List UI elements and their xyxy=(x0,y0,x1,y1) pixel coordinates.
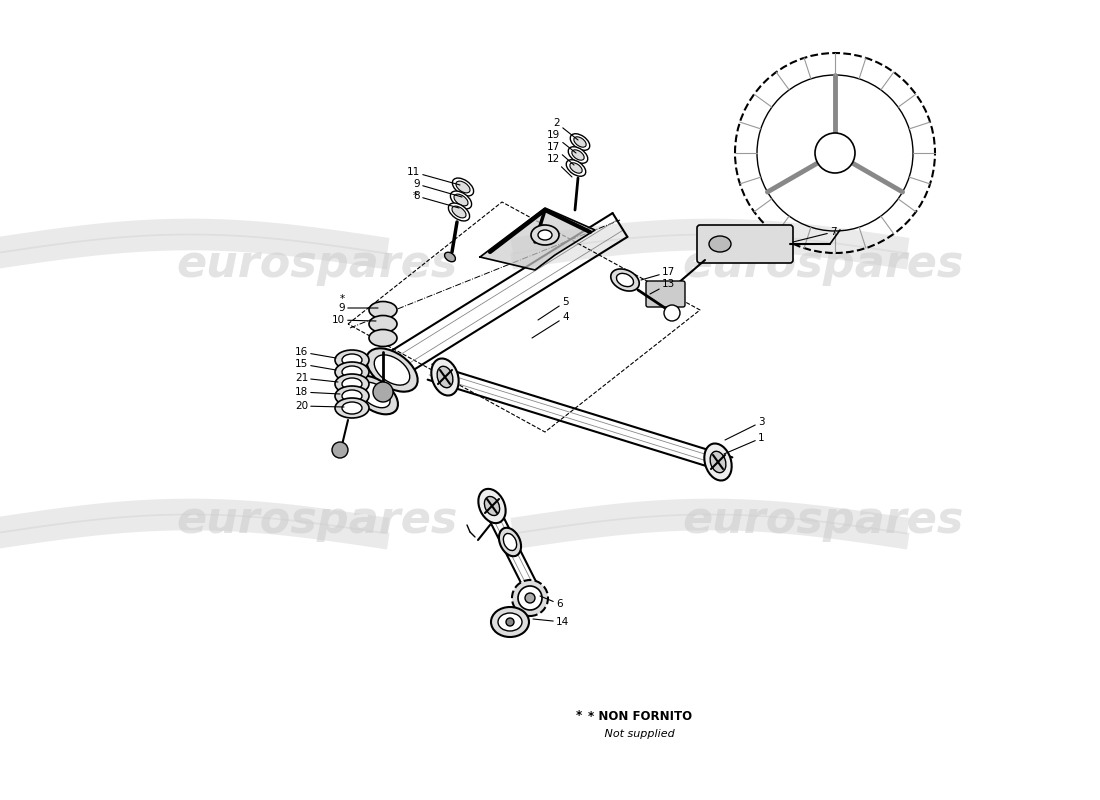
Ellipse shape xyxy=(512,580,548,616)
Ellipse shape xyxy=(336,350,368,370)
Ellipse shape xyxy=(569,146,587,163)
Ellipse shape xyxy=(444,252,455,262)
Ellipse shape xyxy=(336,386,368,406)
Text: eurospares: eurospares xyxy=(682,498,964,542)
Ellipse shape xyxy=(570,163,582,173)
Ellipse shape xyxy=(525,593,535,603)
Text: 12: 12 xyxy=(547,154,572,177)
FancyBboxPatch shape xyxy=(697,225,793,263)
Ellipse shape xyxy=(452,178,474,196)
Text: 9: 9 xyxy=(339,303,378,313)
Text: * NON FORNITO: * NON FORNITO xyxy=(588,710,693,722)
Ellipse shape xyxy=(566,160,586,176)
Circle shape xyxy=(332,442,348,458)
Text: eurospares: eurospares xyxy=(176,242,458,286)
Circle shape xyxy=(373,382,393,402)
Text: 3: 3 xyxy=(725,417,764,440)
Text: 7: 7 xyxy=(793,227,837,242)
Text: *: * xyxy=(340,294,345,304)
Polygon shape xyxy=(480,208,595,270)
Ellipse shape xyxy=(342,402,362,414)
Ellipse shape xyxy=(342,390,362,402)
Ellipse shape xyxy=(368,330,397,346)
Ellipse shape xyxy=(570,134,590,150)
Text: 5: 5 xyxy=(538,297,569,320)
Text: *: * xyxy=(412,191,418,201)
Text: 17: 17 xyxy=(641,267,675,280)
Ellipse shape xyxy=(368,315,397,333)
Ellipse shape xyxy=(360,382,390,408)
Ellipse shape xyxy=(454,194,467,206)
Circle shape xyxy=(664,305,680,321)
Ellipse shape xyxy=(336,374,368,394)
Ellipse shape xyxy=(710,236,732,252)
Text: 11: 11 xyxy=(407,167,460,185)
Text: 2: 2 xyxy=(553,118,578,140)
Ellipse shape xyxy=(456,181,470,193)
Ellipse shape xyxy=(711,451,726,473)
Ellipse shape xyxy=(342,378,362,390)
Text: eurospares: eurospares xyxy=(176,498,458,542)
Ellipse shape xyxy=(572,150,584,160)
Ellipse shape xyxy=(498,613,522,631)
Ellipse shape xyxy=(704,443,732,481)
Ellipse shape xyxy=(374,355,410,385)
Ellipse shape xyxy=(450,191,472,209)
Ellipse shape xyxy=(484,497,499,515)
Ellipse shape xyxy=(478,489,506,523)
Ellipse shape xyxy=(342,354,362,366)
Ellipse shape xyxy=(352,376,398,414)
Ellipse shape xyxy=(506,618,514,626)
Text: 19: 19 xyxy=(547,130,576,153)
Text: 9: 9 xyxy=(414,179,462,197)
Ellipse shape xyxy=(437,366,453,388)
Text: 8: 8 xyxy=(414,191,459,208)
Text: 16: 16 xyxy=(295,347,336,358)
Text: 13: 13 xyxy=(650,279,675,294)
Ellipse shape xyxy=(366,348,418,392)
Text: 4: 4 xyxy=(532,312,569,338)
Text: 10: 10 xyxy=(332,315,376,325)
Ellipse shape xyxy=(616,274,634,286)
Ellipse shape xyxy=(518,586,542,610)
Text: 1: 1 xyxy=(724,433,764,454)
Text: 17: 17 xyxy=(547,142,574,165)
Ellipse shape xyxy=(504,534,517,550)
Ellipse shape xyxy=(531,225,559,245)
Text: 20: 20 xyxy=(295,401,344,411)
Ellipse shape xyxy=(431,358,459,395)
Text: 15: 15 xyxy=(295,359,336,370)
Text: 6: 6 xyxy=(540,596,562,609)
Ellipse shape xyxy=(538,230,552,240)
Text: *: * xyxy=(575,710,582,722)
Text: 21: 21 xyxy=(295,373,338,383)
Text: 14: 14 xyxy=(534,617,570,627)
FancyBboxPatch shape xyxy=(646,281,685,307)
Ellipse shape xyxy=(342,366,362,378)
Ellipse shape xyxy=(368,302,397,318)
Ellipse shape xyxy=(449,203,470,221)
Ellipse shape xyxy=(499,528,521,556)
Text: eurospares: eurospares xyxy=(682,242,964,286)
Text: 18: 18 xyxy=(295,387,340,397)
Circle shape xyxy=(815,133,855,173)
Ellipse shape xyxy=(610,269,639,291)
Ellipse shape xyxy=(336,398,368,418)
Text: Not supplied: Not supplied xyxy=(594,730,674,739)
Ellipse shape xyxy=(336,362,368,382)
Ellipse shape xyxy=(452,206,466,218)
Ellipse shape xyxy=(574,137,586,147)
Ellipse shape xyxy=(491,607,529,637)
